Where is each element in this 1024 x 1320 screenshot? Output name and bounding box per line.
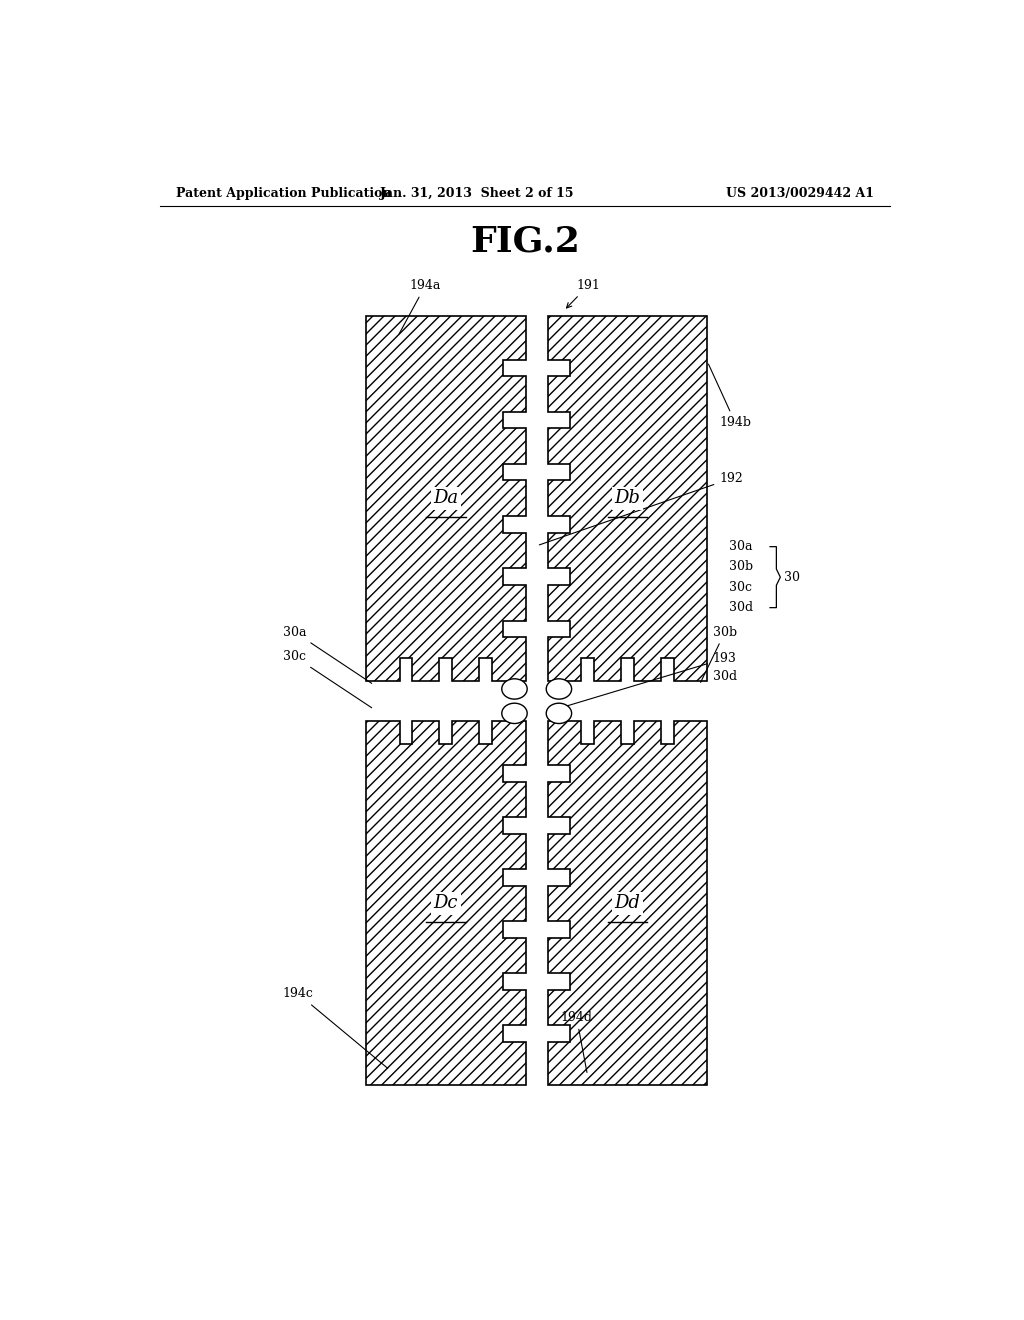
Text: Patent Application Publication: Patent Application Publication [176, 187, 391, 199]
Text: 30c: 30c [729, 581, 752, 594]
Text: Jan. 31, 2013  Sheet 2 of 15: Jan. 31, 2013 Sheet 2 of 15 [380, 187, 574, 199]
Text: 192: 192 [540, 473, 743, 545]
Text: Dc: Dc [433, 895, 458, 912]
Text: 194a: 194a [399, 279, 441, 334]
Ellipse shape [546, 678, 571, 700]
Text: 30d: 30d [713, 671, 737, 684]
Text: 194c: 194c [283, 987, 388, 1068]
Text: Db: Db [614, 490, 640, 507]
Text: 30a: 30a [283, 626, 372, 684]
Polygon shape [548, 722, 708, 1085]
Text: 30: 30 [784, 570, 801, 583]
Ellipse shape [546, 704, 571, 723]
Text: FIG.2: FIG.2 [470, 224, 580, 259]
Text: 30d: 30d [729, 601, 753, 614]
Text: 30a: 30a [729, 540, 753, 553]
Polygon shape [367, 315, 525, 681]
Text: 191: 191 [566, 279, 600, 308]
Text: 194b: 194b [709, 364, 752, 429]
Text: Dd: Dd [614, 895, 640, 912]
Ellipse shape [502, 704, 527, 723]
Ellipse shape [502, 678, 527, 700]
Text: 30c: 30c [283, 649, 372, 708]
Text: US 2013/0029442 A1: US 2013/0029442 A1 [726, 187, 873, 199]
Polygon shape [548, 315, 708, 681]
Text: 30b: 30b [700, 626, 737, 682]
Text: 193: 193 [558, 652, 736, 709]
Text: 194d: 194d [560, 1011, 593, 1072]
Text: Da: Da [433, 490, 459, 507]
Text: 30b: 30b [729, 561, 753, 573]
Polygon shape [367, 722, 525, 1085]
